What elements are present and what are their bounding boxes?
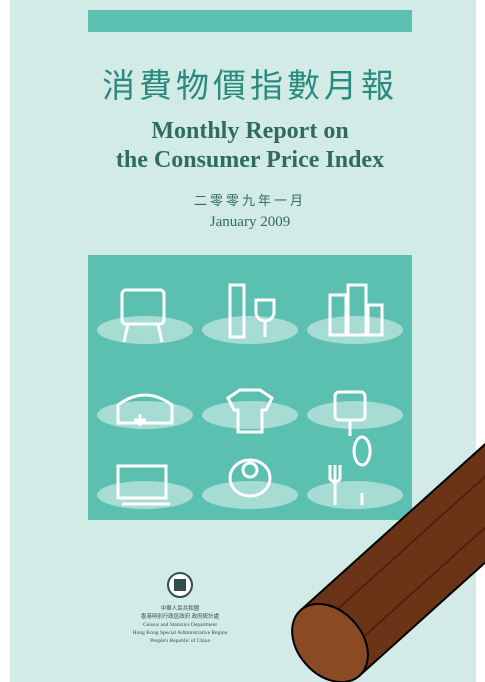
date-en: January 2009 (210, 214, 290, 230)
title-en: the Consumer Price Index (116, 147, 384, 173)
publisher-line: Census and Statistics Department (143, 622, 217, 628)
publisher-line: People's Republic of China (150, 637, 210, 644)
title-zh: 消費物價指數月報 (102, 68, 398, 105)
publisher-line: Hong Kong Special Administrative Region (133, 630, 228, 636)
top-band (88, 10, 412, 32)
publisher-line: 香港特別行政區政府 政府統計處 (141, 612, 220, 620)
publisher-line: 中華人民共和國 (161, 604, 200, 612)
date-zh: 二零零九年一月 (194, 193, 306, 208)
page: 消費物價指數月報 Monthly Report on the Consumer … (0, 0, 485, 682)
icon-panel (88, 255, 412, 520)
title-en: Monthly Report on (151, 118, 348, 144)
cover: 消費物價指數月報 Monthly Report on the Consumer … (0, 0, 485, 682)
publisher-logo (168, 573, 192, 597)
